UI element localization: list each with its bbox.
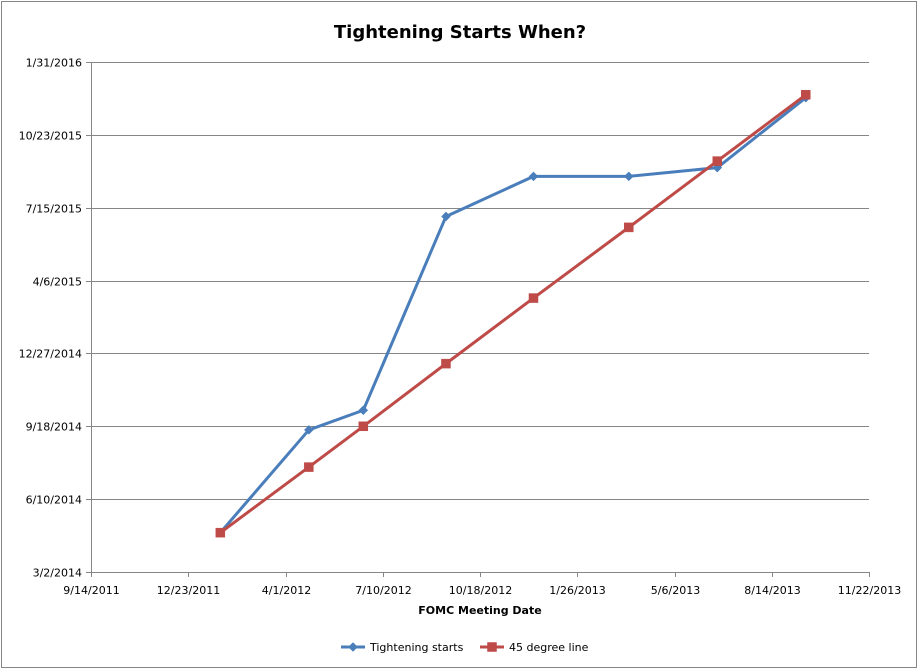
x-tick-label: 12/23/2011 [157,584,220,597]
legend-marker [487,642,497,652]
x-tick-label: 7/10/2012 [355,584,411,597]
legend-marker [348,642,358,652]
x-axis-label: FOMC Meeting Date [418,604,541,617]
x-tick-label: 8/14/2013 [744,584,800,597]
y-tick-label: 7/15/2015 [26,203,82,216]
x-tick-label: 1/26/2013 [549,584,605,597]
legend-item: Tightening starts [341,641,464,654]
legend: Tightening starts 45 degree line [341,641,589,654]
data-point-diamond [441,211,451,222]
series-line [219,93,807,534]
y-tick-labels: 3/2/2014 6/10/2014 9/18/2014 12/27/2014 4/6/… [19,57,82,580]
x-tick-label: 10/18/2012 [449,584,512,597]
y-tick-label: 6/10/2014 [26,494,82,507]
data-point-diamond [303,425,314,435]
data-point-square [441,358,451,369]
x-tick-label: 5/6/2013 [651,584,700,597]
y-tick-label: 3/2/2014 [33,567,82,580]
axes [86,62,870,577]
x-tick-label: 11/22/2013 [838,584,901,597]
y-tick-label: 9/18/2014 [26,421,82,434]
x-tick-label: 4/1/2012 [262,584,311,597]
data-point-diamond [358,405,369,416]
x-tick-label: 9/14/2011 [63,584,119,597]
data-point-square [358,421,369,432]
data-point-diamond [528,171,539,182]
y-tick-label: 10/23/2015 [19,130,82,143]
y-tick-label: 1/31/2016 [26,57,82,70]
data-point-square [801,90,811,100]
legend-item: 45 degree line [480,641,589,654]
series-45-degree-line [215,90,811,538]
series-line [219,96,807,534]
y-tick-label: 12/27/2014 [19,348,82,361]
gridlines [91,62,869,500]
data-point-square [528,293,539,303]
data-point-square [304,462,314,472]
y-tick-label: 4/6/2015 [33,276,82,289]
data-point-square [624,222,634,233]
legend-label: Tightening starts [369,641,464,654]
legend-label: 45 degree line [509,641,589,654]
chart-title: Tightening Starts When? [334,22,586,43]
data-point-square [215,527,226,538]
x-tick-labels: 9/14/2011 12/23/2011 4/1/2012 7/10/2012 10/1… [63,584,901,597]
series-group [215,90,811,538]
data-point-square [712,156,723,166]
data-point-diamond [623,171,634,182]
